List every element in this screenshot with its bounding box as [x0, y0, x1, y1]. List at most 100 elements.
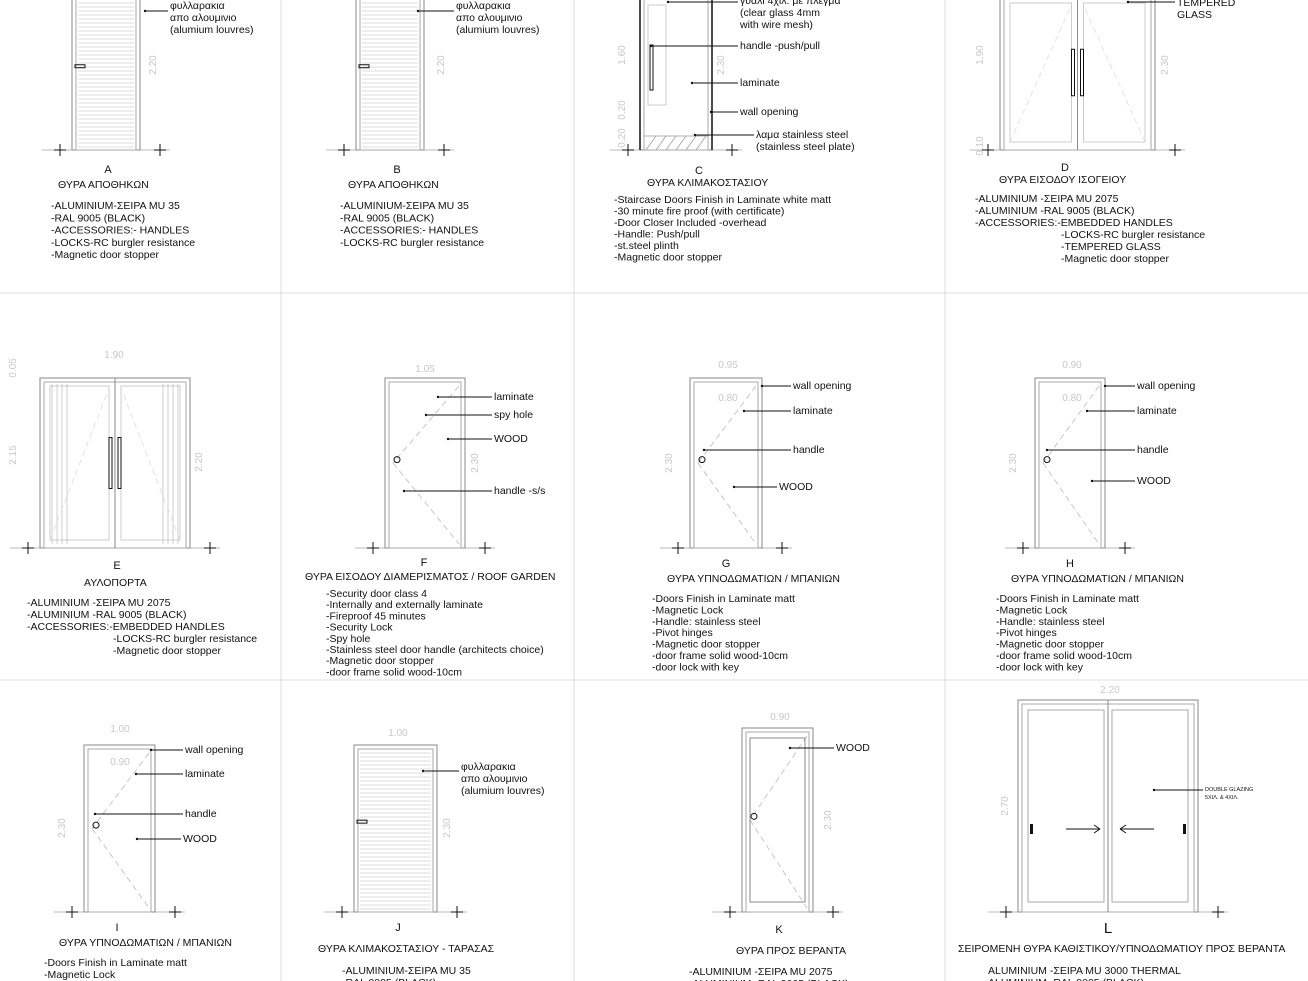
- door-type-letter: K: [775, 924, 783, 936]
- dimension-label: 0.80: [718, 393, 738, 404]
- spec-line: -Internally and externally laminate: [326, 599, 483, 611]
- leader-dot: [446, 437, 450, 441]
- kick-plate-hatch: [695, 135, 707, 151]
- spec-line: -ACCESSORIES:- HANDLES: [340, 225, 478, 237]
- dimension-label: 2.20: [436, 55, 447, 75]
- spec-line: -LOCKS-RC burgler resistance: [51, 237, 195, 249]
- spec-line: -TEMPERED GLASS: [1061, 241, 1161, 253]
- spec-line: -Door Closer Included -overhead: [614, 217, 766, 229]
- leader-dot: [666, 0, 670, 4]
- annotation-label: (stainless steel plate): [756, 141, 855, 153]
- door-leaf: [357, 748, 434, 913]
- dimension-label: 2.30: [1008, 453, 1019, 473]
- kick-plate-hatch: [645, 135, 657, 151]
- door-panel-c: 1.60 2.30 0.20 0.20 γυαλι 4χιλ. με πλεγμα(cl…: [610, 0, 855, 264]
- leader-dot: [760, 384, 764, 388]
- leader-dot: [93, 812, 97, 816]
- spec-line: -door frame solid wood-10cm: [326, 666, 462, 678]
- annotation-label: απο αλουμινιο: [170, 12, 237, 24]
- spec-line: -ALUMINIUM -ΣΕΙΡΑ MU 2075: [975, 193, 1119, 205]
- dimension-label: 1.00: [110, 724, 130, 735]
- slide-arrow: [1119, 828, 1127, 834]
- kick-plate-hatch: [685, 135, 697, 151]
- door-frame: [741, 727, 814, 913]
- spec-line: -door frame solid wood-10cm: [996, 650, 1132, 662]
- door-frame: [639, 0, 713, 151]
- annotation-label: WOOD: [779, 481, 813, 493]
- door-title: ΘΥΡΑ ΠΡΟΣ ΒΕΡΑΝΤΑ: [736, 945, 846, 957]
- spec-line: -Handle: stainless steel: [996, 616, 1105, 628]
- door-title: ΘΥΡΑ ΥΠΝΟΔΩΜΑΤΙΩΝ / ΜΠΑΝΙΩΝ: [1011, 573, 1184, 585]
- door-panel-h: 0.90 0.80 2.30 wall opening laminate handle WO…: [996, 360, 1196, 673]
- door-type-letter: L: [1104, 920, 1112, 937]
- spec-line: -ALUMINIUM -RAL 9005 (BLACK): [975, 205, 1134, 217]
- spec-line: -ALUMINIUM -ΣΕΙΡΑ MU 2075: [27, 597, 171, 609]
- spec-line: -LOCKS-RC burgler resistance: [113, 633, 257, 645]
- spec-line: -LOCKS-RC burgler resistance: [340, 237, 484, 249]
- door-title: ΘΥΡΑ ΕΙΣΟΔΟΥ ΔΙΑΜΕΡΙΣΜΑΤΟΣ / ROOF GARDEN: [305, 571, 555, 583]
- spec-line: -Stainless steel door handle (architects…: [326, 644, 544, 656]
- dimension-label: 0.90: [110, 757, 130, 768]
- door-panel-e: 1.90 2.15 2.20 0.05 E ΑΥΛΟΠΟΡΤΑ -ALUMINIUM -ΣΕ…: [8, 350, 257, 657]
- spec-line: -Magnetic door stopper: [113, 645, 221, 657]
- swing-line: [1009, 4, 1072, 143]
- annotation-label: (alumium louvres): [170, 24, 253, 36]
- annotation-label: spy hole: [494, 409, 533, 421]
- spec-line: -Magnetic door stopper: [1061, 253, 1169, 265]
- dimension-label: 2.20: [148, 55, 159, 75]
- annotation-label: WOOD: [836, 742, 870, 754]
- annotation-label: φυλλαρακια: [170, 0, 225, 12]
- spec-line: -Magnetic door stopper: [614, 252, 722, 264]
- door-type-letter: D: [1061, 162, 1069, 174]
- annotation-label: WOOD: [1137, 475, 1171, 487]
- leader-dot: [649, 44, 653, 48]
- swing-line: [392, 385, 460, 464]
- dimension-label: 0.90: [770, 712, 790, 723]
- vision-panel: [647, 4, 667, 106]
- handle-icon: [1030, 824, 1033, 834]
- spec-line: -Doors Finish in Laminate matt: [652, 593, 795, 605]
- door-type-letter: H: [1066, 558, 1074, 570]
- leader-dot: [742, 409, 746, 413]
- handle-icon: [358, 64, 370, 69]
- dimension-label: 0.10: [975, 136, 986, 156]
- kick-plate-hatch: [675, 135, 687, 151]
- door-panel-k: 0.90 2.30 WOOD K ΘΥΡΑ ΠΡΟΣ ΒΕΡΑΝΤΑ -ALUMINIUM…: [689, 712, 870, 981]
- door-title: ΘΥΡΑ ΥΠΝΟΔΩΜΑΤΙΩΝ / ΜΠΑΝΙΩΝ: [59, 937, 232, 949]
- door-title: ΑΥΛΟΠΟΡΤΑ: [84, 577, 147, 589]
- push-pull-handle-icon: [649, 44, 654, 91]
- handle-icon: [1071, 48, 1075, 97]
- leader-dot: [436, 395, 440, 399]
- annotation-label: wall opening: [739, 106, 799, 118]
- leader-dot: [1045, 448, 1049, 452]
- spec-line: -RAL 9005 (BLACK): [340, 212, 434, 224]
- door-title: ΘΥΡΑ ΕΙΣΟΔΟΥ ΙΣΟΓΕΙΟΥ: [999, 174, 1126, 186]
- dimension-label: 0.95: [718, 360, 738, 371]
- spec-line: -Spy hole: [326, 633, 371, 645]
- dimension-label: 0.20: [617, 100, 628, 120]
- swing-line: [749, 819, 808, 909]
- spec-line: -door lock with key: [996, 661, 1084, 673]
- leader-dot: [1152, 788, 1156, 792]
- handle-icon: [74, 64, 86, 69]
- leader-dot: [134, 772, 138, 776]
- door-panel-g: 0.95 0.80 2.30 wall opening laminate handle WO…: [652, 360, 852, 673]
- leader-dot: [421, 769, 425, 773]
- annotation-label: φυλλαρακια: [456, 0, 511, 12]
- dimension-label: 1.90: [104, 350, 124, 361]
- annotation-label: απο αλουμινιο: [461, 773, 528, 785]
- annotation-label: γυαλι 4χιλ. με πλεγμα: [740, 0, 841, 7]
- swing-line: [120, 387, 181, 541]
- dimension-label: 2.30: [823, 810, 834, 830]
- leader-dot: [1126, 0, 1130, 4]
- dimension-label: 1.90: [975, 45, 986, 65]
- dimension-label: 1.05: [415, 364, 435, 375]
- handle-icon: [92, 821, 100, 829]
- swing-line: [749, 735, 808, 821]
- slide-arrow: [1093, 824, 1101, 830]
- leader-dot: [416, 9, 420, 13]
- annotation-label: wall opening: [792, 380, 852, 392]
- annotation-label: laminate: [1137, 405, 1177, 417]
